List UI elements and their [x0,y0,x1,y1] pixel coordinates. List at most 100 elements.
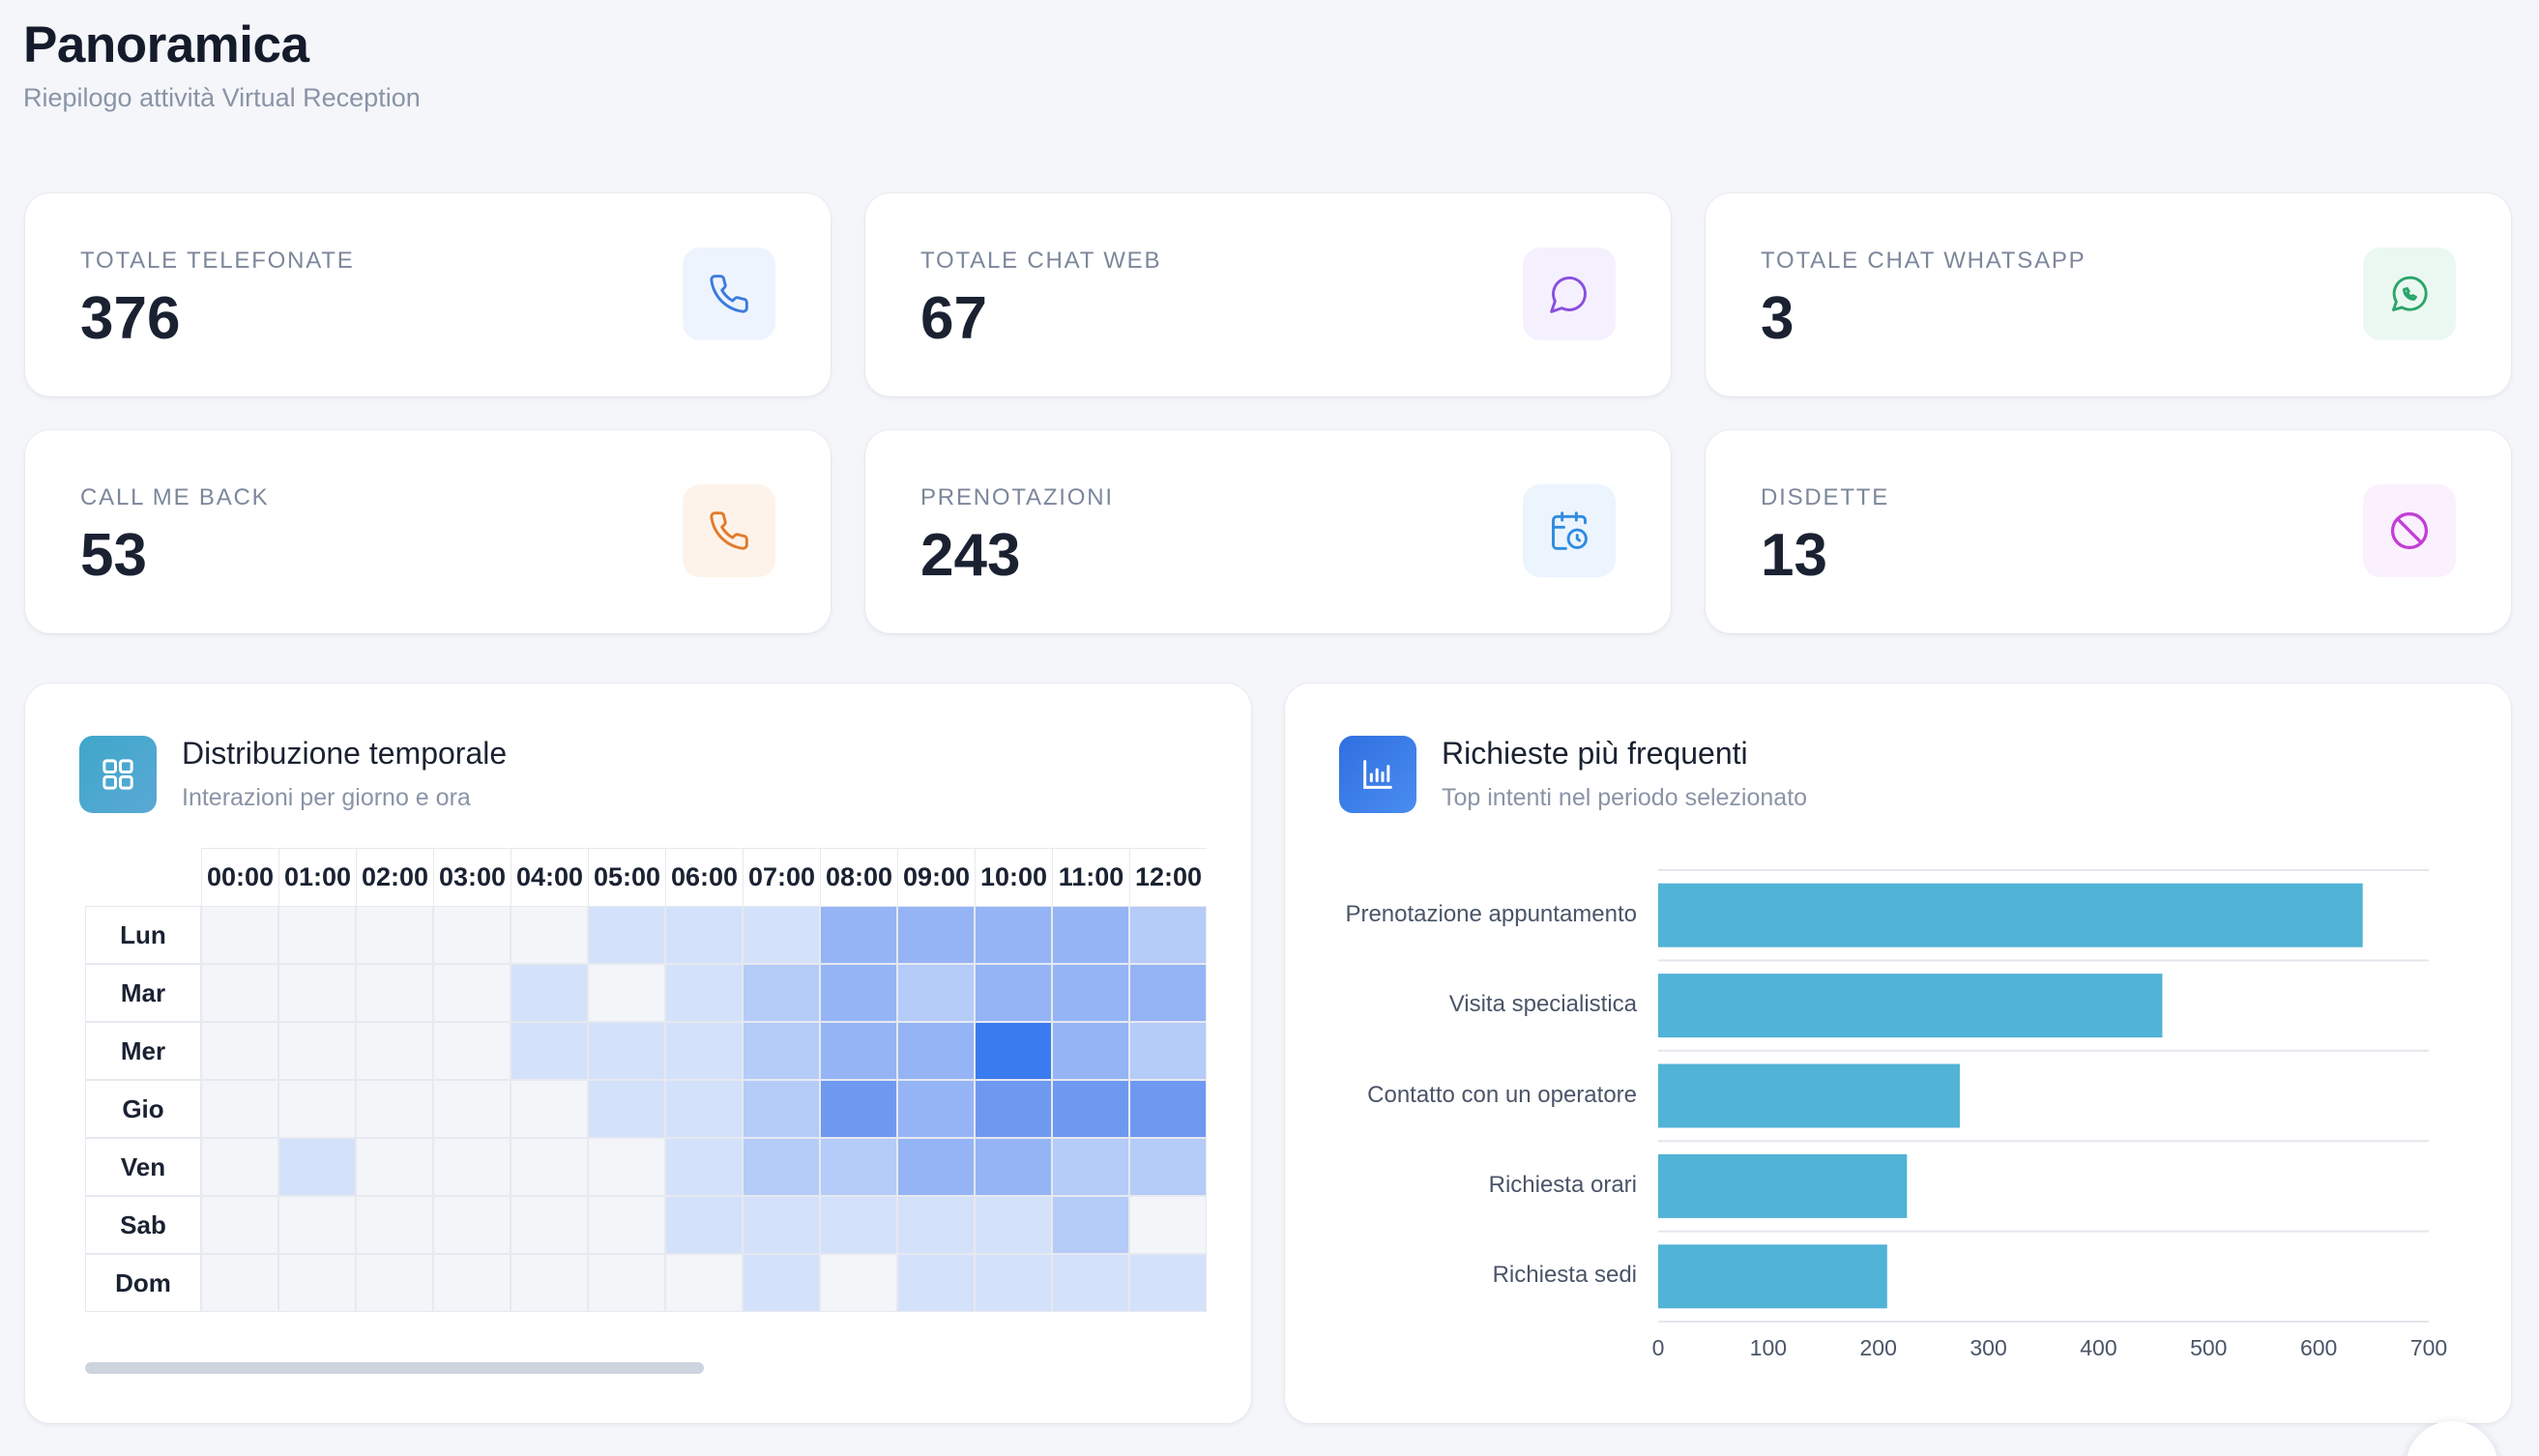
heatmap-cell[interactable] [588,906,665,964]
heatmap-cell[interactable] [743,906,820,964]
heatmap-cell[interactable] [820,1080,897,1138]
heatmap-cell[interactable] [897,906,975,964]
stat-card-telefonate[interactable]: TOTALE TELEFONATE 376 [25,193,831,396]
heatmap-cell[interactable] [743,964,820,1022]
heatmap-scrollbar[interactable] [85,1362,704,1374]
stat-card-disdette[interactable]: DISDETTE 13 [1706,430,2511,633]
heatmap-cell[interactable] [897,1022,975,1080]
heatmap-cell[interactable] [201,906,278,964]
stat-card-prenotazioni[interactable]: PRENOTAZIONI 243 [865,430,1671,633]
heatmap-cell[interactable] [665,1138,743,1196]
heatmap-cell[interactable] [278,1138,356,1196]
heatmap-cell[interactable] [975,906,1052,964]
heatmap-cell[interactable] [433,906,511,964]
heatmap-cell[interactable] [588,1138,665,1196]
stat-card-chat-whatsapp[interactable]: TOTALE CHAT WHATSAPP 3 [1706,193,2511,396]
heatmap-cell[interactable] [201,1022,278,1080]
heatmap-cell[interactable] [1129,906,1207,964]
heatmap-cell[interactable] [743,1254,820,1312]
heatmap-cell[interactable] [511,1254,588,1312]
heatmap-cell[interactable] [278,1080,356,1138]
heatmap-cell[interactable] [665,1254,743,1312]
heatmap-cell[interactable] [897,1080,975,1138]
heatmap-cell[interactable] [665,1080,743,1138]
heatmap-cell[interactable] [743,1196,820,1254]
heatmap-cell[interactable] [356,1196,433,1254]
bar[interactable] [1658,1244,1887,1309]
heatmap-cell[interactable] [897,964,975,1022]
heatmap-cell[interactable] [1052,1254,1129,1312]
heatmap-cell[interactable] [975,1196,1052,1254]
heatmap-cell[interactable] [278,1254,356,1312]
heatmap-cell[interactable] [820,964,897,1022]
heatmap-cell[interactable] [1052,906,1129,964]
heatmap-cell[interactable] [511,1080,588,1138]
heatmap-cell[interactable] [975,1254,1052,1312]
heatmap-cell[interactable] [433,1080,511,1138]
heatmap-cell[interactable] [356,964,433,1022]
bar[interactable] [1658,1153,1908,1218]
heatmap-cell[interactable] [433,1196,511,1254]
heatmap-cell[interactable] [588,1254,665,1312]
bar[interactable] [1658,1063,1960,1128]
heatmap-cell[interactable] [201,1080,278,1138]
heatmap-cell[interactable] [1052,1196,1129,1254]
bar[interactable] [1658,883,2363,947]
heatmap-cell[interactable] [588,1022,665,1080]
heatmap-cell[interactable] [1129,1080,1207,1138]
heatmap-cell[interactable] [588,964,665,1022]
heatmap-cell[interactable] [743,1138,820,1196]
help-button[interactable] [2406,1421,2498,1456]
heatmap-cell[interactable] [433,964,511,1022]
heatmap-cell[interactable] [975,964,1052,1022]
heatmap-cell[interactable] [1052,1080,1129,1138]
heatmap-cell[interactable] [201,1254,278,1312]
heatmap-cell[interactable] [278,964,356,1022]
heatmap-cell[interactable] [665,906,743,964]
heatmap-cell[interactable] [665,1196,743,1254]
heatmap-cell[interactable] [511,1196,588,1254]
heatmap-cell[interactable] [201,1138,278,1196]
heatmap-cell[interactable] [278,1196,356,1254]
heatmap-cell[interactable] [356,1080,433,1138]
heatmap-cell[interactable] [511,906,588,964]
heatmap-cell[interactable] [588,1196,665,1254]
heatmap-cell[interactable] [356,1022,433,1080]
heatmap-cell[interactable] [1052,1022,1129,1080]
heatmap-cell[interactable] [665,1022,743,1080]
heatmap-cell[interactable] [278,906,356,964]
heatmap-cell[interactable] [1129,1196,1207,1254]
heatmap-cell[interactable] [820,1196,897,1254]
heatmap-cell[interactable] [356,1254,433,1312]
heatmap-cell[interactable] [1129,1254,1207,1312]
heatmap-cell[interactable] [975,1138,1052,1196]
heatmap-cell[interactable] [897,1138,975,1196]
heatmap-cell[interactable] [975,1080,1052,1138]
heatmap-grid[interactable]: 00:00 01:00 02:00 03:00 04:00 05:00 06:00 07:00… [85,848,1222,1312]
heatmap-cell[interactable] [1129,964,1207,1022]
heatmap-cell[interactable] [201,964,278,1022]
heatmap-cell[interactable] [1129,1022,1207,1080]
heatmap-cell[interactable] [511,1138,588,1196]
heatmap-cell[interactable] [511,1022,588,1080]
heatmap-cell[interactable] [820,1022,897,1080]
heatmap-cell[interactable] [511,964,588,1022]
heatmap-cell[interactable] [975,1022,1052,1080]
heatmap-cell[interactable] [1129,1138,1207,1196]
heatmap-cell[interactable] [201,1196,278,1254]
heatmap-cell[interactable] [820,1138,897,1196]
heatmap-cell[interactable] [356,906,433,964]
heatmap-cell[interactable] [743,1022,820,1080]
heatmap-cell[interactable] [356,1138,433,1196]
heatmap-cell[interactable] [433,1022,511,1080]
heatmap-cell[interactable] [897,1254,975,1312]
stat-card-call-me-back[interactable]: CALL ME BACK 53 [25,430,831,633]
heatmap-cell[interactable] [897,1196,975,1254]
heatmap-cell[interactable] [433,1254,511,1312]
stat-card-chat-web[interactable]: TOTALE CHAT WEB 67 [865,193,1671,396]
heatmap-cell[interactable] [665,964,743,1022]
heatmap-cell[interactable] [1052,1138,1129,1196]
heatmap-cell[interactable] [743,1080,820,1138]
heatmap-cell[interactable] [1052,964,1129,1022]
heatmap-cell[interactable] [588,1080,665,1138]
